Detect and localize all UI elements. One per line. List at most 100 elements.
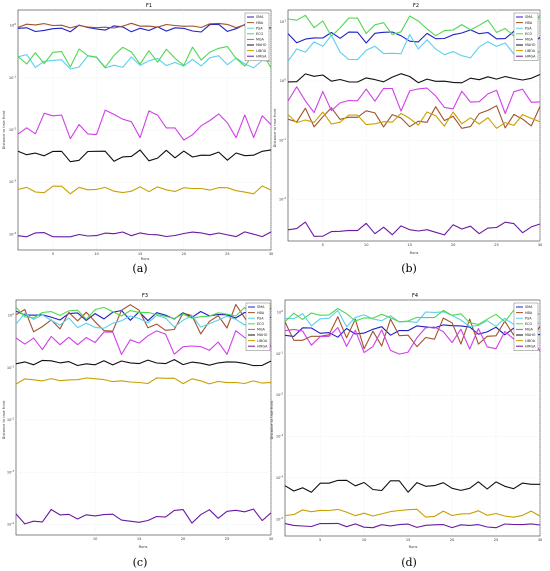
panel-c-grid: [16, 300, 272, 535]
series-line-hba: [15, 303, 272, 335]
panel-b-ticks: 5 10 15 20 25 30 10-2 10-1 100 101: [279, 18, 543, 247]
panel-c-ylabel: Distance to true front: [2, 400, 6, 439]
panel-c-xlabel: Runs: [139, 545, 148, 549]
x-tick-label: 20: [181, 252, 186, 256]
panel-b-axes: [287, 9, 541, 242]
x-tick-label: 5: [322, 243, 324, 247]
legend-label-hba: HBA: [257, 311, 265, 315]
x-tick-label: 25: [225, 537, 230, 541]
legend-label-hmga: HMGA: [257, 344, 268, 348]
x-tick-label: 20: [451, 243, 456, 247]
y-tick-label: 10-4: [7, 521, 15, 527]
panel-d-series: [284, 307, 541, 529]
panel-c-axes: [15, 299, 272, 536]
series-line-psa: [17, 54, 272, 70]
y-tick-label: 10-1: [7, 364, 15, 370]
series-line-hmga: [17, 231, 272, 238]
legend-label-maho: MAHO: [256, 43, 267, 47]
y-tick-label: 100: [10, 22, 17, 28]
legend-label-eco: ECO: [525, 32, 533, 36]
panel-d-title: F4: [412, 293, 418, 299]
legend-label-sma: SMA: [257, 305, 265, 309]
legend-label-liboa: LIBOA: [257, 339, 268, 343]
panel-b-ylabel: Distance to true front: [273, 108, 277, 147]
legend-label-psa: PSA: [525, 26, 532, 30]
panel-d-ylabel: Distance to true front: [270, 400, 274, 439]
series-line-liboa: [17, 185, 272, 195]
y-tick-label: 10-2: [7, 417, 15, 423]
legend-label-mga: MGA: [257, 328, 266, 332]
series-line-hmga: [15, 508, 272, 525]
panel-c: F3 10 15 20 25 30 10-4 10-3 10-2 10-1 100 Runs Di…: [2, 293, 274, 569]
x-tick-label: 20: [181, 537, 186, 541]
panel-c-series: [15, 303, 272, 525]
series-line-maho: [15, 359, 272, 367]
series-line-hba: [17, 22, 272, 29]
y-tick-label: 10-3: [276, 433, 284, 439]
legend-label-eco: ECO: [257, 322, 265, 326]
y-tick-label: 100: [8, 312, 15, 318]
y-tick-label: 10-5: [276, 516, 284, 522]
panel-c-title: F3: [142, 293, 148, 299]
x-tick-label: 15: [137, 537, 142, 541]
x-tick-label: 25: [225, 252, 230, 256]
x-tick-label: 5: [52, 252, 54, 256]
panel-b-series: [287, 14, 541, 237]
series-line-eco: [17, 46, 272, 69]
series-line-maho: [287, 73, 541, 84]
series-line-hmga: [287, 221, 541, 237]
legend-label-mga: MGA: [525, 328, 534, 332]
legend-label-psa: PSA: [257, 316, 264, 320]
legend-box: [513, 302, 539, 351]
x-tick-label: 15: [407, 243, 412, 247]
series-line-psa: [15, 312, 272, 329]
x-tick-label: 30: [269, 537, 274, 541]
legend-label-hba: HBA: [256, 21, 264, 25]
legend-label-maho: MAHO: [525, 333, 536, 337]
legend-label-maho: MAHO: [525, 43, 536, 47]
legend-label-hmga: HMGA: [256, 54, 267, 58]
series-line-liboa: [284, 508, 541, 518]
panel-d-label: (d): [401, 556, 417, 569]
y-tick-label: 10-4: [276, 475, 284, 481]
panel-b-grid: [288, 10, 541, 241]
y-tick-label: 10-3: [9, 179, 17, 185]
series-line-mga: [15, 328, 272, 355]
panel-d-xlabel: Runs: [409, 545, 418, 549]
legend-label-eco: ECO: [256, 32, 264, 36]
legend-label-mga: MGA: [256, 38, 265, 42]
panel-b-title: F2: [413, 3, 419, 9]
y-tick-label: 10-2: [276, 392, 284, 398]
panel-c-ticks: 10 15 20 25 30 10-4 10-3 10-2 10-1 100: [7, 312, 274, 541]
series-line-liboa: [287, 111, 541, 129]
legend-box: [513, 12, 539, 61]
y-tick-label: 10-3: [7, 469, 15, 475]
y-tick-label: 10-1: [276, 350, 284, 356]
x-tick-label: 25: [494, 243, 499, 247]
legend-label-hba: HBA: [525, 21, 533, 25]
x-tick-label: 30: [538, 538, 543, 542]
y-tick-label: 10-4: [9, 231, 17, 237]
panel-d-grid: [285, 300, 541, 536]
y-tick-label: 10-1: [9, 74, 17, 80]
y-tick-label: 100: [280, 78, 287, 84]
legend-label-hmga: HMGA: [525, 54, 536, 58]
series-line-hba: [284, 316, 541, 350]
x-tick-label: 25: [494, 538, 499, 542]
legend-label-maho: MAHO: [257, 333, 268, 337]
x-tick-label: 10: [94, 252, 99, 256]
x-tick-label: 15: [138, 252, 143, 256]
y-tick-label: 10-2: [9, 127, 17, 133]
y-tick-label: 10-1: [279, 137, 287, 143]
panel-a-ylabel: Distance to true front: [2, 110, 6, 149]
legend-label-mga: MGA: [525, 38, 534, 42]
series-line-eco: [284, 307, 541, 326]
legend-box: [245, 302, 271, 351]
panel-a-title: F1: [146, 3, 152, 9]
series-line-hba: [287, 105, 541, 129]
legend-label-hba: HBA: [525, 311, 533, 315]
series-line-eco: [15, 306, 272, 320]
series-line-hmga: [284, 522, 541, 529]
series-line-mga: [17, 109, 272, 141]
